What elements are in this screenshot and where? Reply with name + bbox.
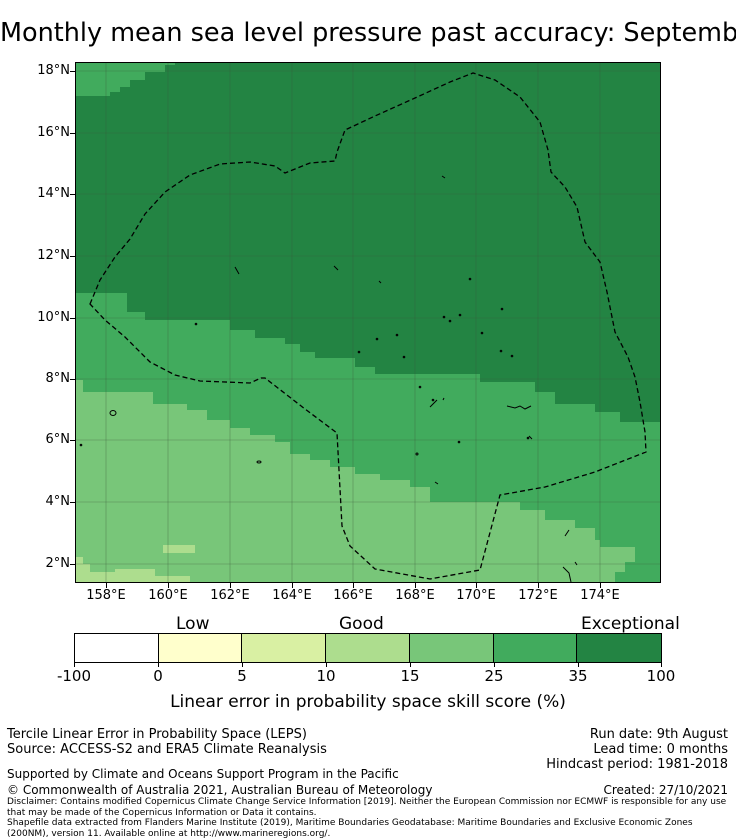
info-leps: Tercile Linear Error in Probability Spac…: [7, 727, 307, 742]
x-tick-mark: [476, 583, 477, 588]
hindcast-period: Hindcast period: 1981-2018: [546, 757, 728, 772]
colorbar-segment: [75, 634, 159, 662]
y-tick-label: 18°N: [37, 63, 70, 78]
colorbar-segment: [577, 634, 662, 662]
map-svg: [75, 62, 661, 583]
x-tick-mark: [600, 583, 601, 588]
y-tick-mark: [70, 133, 75, 134]
x-tick-mark: [168, 583, 169, 588]
colorbar-tick-mark: [326, 663, 327, 667]
y-tick-mark: [70, 256, 75, 257]
colorbar-segment: [242, 634, 327, 662]
colorbar-tick-mark: [410, 663, 411, 667]
map-title: Monthly mean sea level pressure past acc…: [0, 18, 736, 48]
x-tick-mark: [538, 583, 539, 588]
y-tick-label: 6°N: [45, 432, 71, 447]
region-top-left-35: [75, 62, 175, 96]
copyright: © Commonwealth of Australia 2021, Austra…: [7, 783, 433, 797]
colorbar-segment: [409, 634, 494, 662]
run-date: Run date: 9th August: [589, 727, 728, 742]
created-date: Created: 27/10/2021: [603, 783, 728, 797]
colorbar-tick-mark: [74, 663, 75, 667]
y-tick-label: 2°N: [45, 556, 71, 571]
lead-time: Lead time: 0 months: [593, 742, 728, 757]
region-15-bottom-left: [75, 557, 190, 583]
x-tick-mark: [230, 583, 231, 588]
x-tick-mark: [292, 583, 293, 588]
x-tick-label: 166°E: [333, 588, 373, 603]
shapefile-credit: Shapefile data extracted from Flanders M…: [7, 818, 693, 839]
colorbar-tick-mark: [578, 663, 579, 667]
x-tick-label: 174°E: [580, 588, 620, 603]
x-tick-label: 170°E: [456, 588, 496, 603]
x-tick-label: 164°E: [272, 588, 312, 603]
y-tick-label: 12°N: [37, 248, 70, 263]
colorbar-segment: [326, 634, 410, 662]
y-tick-mark: [70, 318, 75, 319]
colorbar-tick-mark: [494, 663, 495, 667]
y-tick-label: 14°N: [37, 186, 70, 201]
colorbar-tick-label: 15: [400, 667, 420, 685]
colorbar-tick-label: 5: [237, 667, 247, 685]
region-25: [75, 380, 635, 583]
colorbar-segment: [493, 634, 578, 662]
colorbar-label: Linear error in probability space skill …: [170, 692, 566, 712]
colorbar-tick-label: 35: [568, 667, 588, 685]
map-border: [75, 62, 661, 583]
x-tick-mark: [353, 583, 354, 588]
x-tick-mark: [106, 583, 107, 588]
colorbar-tick-label: 25: [484, 667, 504, 685]
disclaimer: Disclaimer: Contains modified Copernicus…: [7, 797, 727, 818]
y-tick-mark: [70, 564, 75, 565]
y-tick-label: 16°N: [37, 125, 70, 140]
support-statement: Supported by Climate and Oceans Support …: [7, 767, 399, 781]
colorbar-category-good: Good: [339, 614, 384, 634]
map-gridlines: [75, 62, 661, 583]
x-tick-label: 168°E: [395, 588, 435, 603]
x-tick-label: 172°E: [518, 588, 558, 603]
info-source: Source: ACCESS-S2 and ERA5 Climate Reana…: [7, 742, 327, 757]
colorbar-tick-label: 10: [316, 667, 336, 685]
y-tick-mark: [70, 71, 75, 72]
colorbar-tick-label: -100: [56, 667, 92, 685]
y-tick-mark: [70, 440, 75, 441]
y-tick-label: 4°N: [45, 494, 71, 509]
eez-boundary: [89, 72, 647, 580]
colorbar-category-low: Low: [176, 614, 210, 634]
skill-map: [75, 62, 661, 583]
colorbar-tick-mark: [158, 663, 159, 667]
x-tick-mark: [415, 583, 416, 588]
colorbar-segment: [158, 634, 243, 662]
x-tick-label: 158°E: [86, 588, 126, 603]
x-tick-label: 162°E: [210, 588, 250, 603]
colorbar-category-exceptional: Exceptional: [581, 614, 680, 634]
y-tick-mark: [70, 194, 75, 195]
y-tick-mark: [70, 502, 75, 503]
x-tick-label: 160°E: [148, 588, 188, 603]
colorbar-tick-mark: [242, 663, 243, 667]
islands: [79, 175, 578, 583]
region-15-patch: [163, 545, 195, 553]
colorbar: [74, 633, 662, 663]
colorbar-tick-label: 0: [153, 667, 163, 685]
y-tick-label: 10°N: [37, 310, 70, 325]
colorbar-tick-mark: [661, 663, 662, 667]
y-tick-mark: [70, 379, 75, 380]
colorbar-tick-label: 100: [646, 667, 676, 685]
y-tick-label: 8°N: [45, 371, 71, 386]
